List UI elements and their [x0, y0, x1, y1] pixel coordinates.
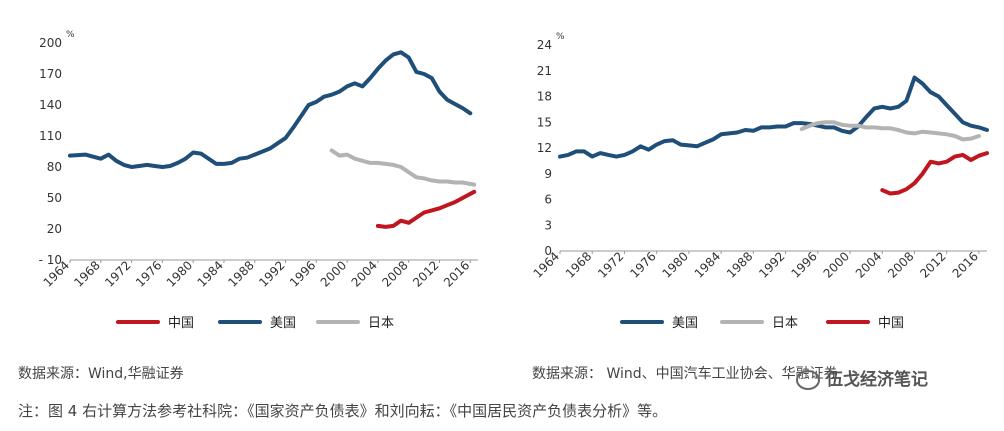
y-tick-label: 15: [537, 115, 552, 129]
x-tick-label: 2016: [441, 258, 472, 289]
source-right: 数据来源： Wind、中国汽车工业协会、华融证券: [532, 366, 838, 382]
y-tick-label: 6: [544, 193, 552, 207]
x-tick-label: 2004: [853, 249, 884, 280]
series-line-日本: [799, 120, 981, 142]
legend-label: 中国: [168, 316, 194, 331]
series-line-中国: [375, 189, 477, 229]
unit-label: %: [66, 30, 75, 40]
y-tick-label: 50: [47, 191, 62, 205]
legend-label: 美国: [672, 316, 698, 331]
x-tick-label: 1980: [660, 249, 691, 280]
x-tick-label: 1992: [756, 249, 787, 280]
x-tick-label: 2000: [821, 249, 852, 280]
y-tick-label: 140: [39, 98, 62, 112]
x-tick-label: 1988: [225, 258, 256, 289]
x-tick-label: 1968: [563, 249, 594, 280]
x-tick-label: 2016: [950, 249, 981, 280]
y-tick-label: 170: [39, 67, 62, 81]
x-tick-label: 1992: [256, 258, 287, 289]
x-tick-label: 1984: [692, 249, 723, 280]
x-tick-label: 1968: [71, 258, 102, 289]
y-tick-label: 21: [537, 64, 552, 78]
y-tick-label: 24: [537, 38, 552, 52]
y-tick-label: 110: [39, 129, 62, 143]
unit-label: %: [556, 32, 565, 42]
x-tick-label: 1996: [287, 258, 318, 289]
y-tick-label: 18: [537, 90, 552, 104]
y-tick-label: 80: [47, 160, 62, 174]
x-tick-label: 2000: [318, 258, 349, 289]
y-tick-label: - 10: [39, 253, 62, 267]
series-line-美国: [68, 50, 473, 169]
x-tick-label: 1988: [724, 249, 755, 280]
series-line-日本: [329, 148, 477, 187]
watermark: 伍戈经济笔记: [796, 365, 928, 390]
y-tick-label: 3: [544, 218, 552, 232]
x-tick-label: 2008: [379, 258, 410, 289]
x-tick-label: 1976: [133, 258, 164, 289]
series-line-美国: [558, 75, 989, 159]
y-tick-label: 12: [537, 141, 552, 155]
x-tick-label: 1964: [531, 249, 562, 280]
x-tick-label: 1984: [195, 258, 226, 289]
y-tick-label: 9: [544, 167, 552, 181]
x-tick-label: 1980: [164, 258, 195, 289]
x-tick-label: 2012: [410, 258, 441, 289]
source-left: 数据来源：Wind,华融证券: [18, 366, 184, 382]
y-tick-label: 200: [39, 36, 62, 50]
legend-label: 日本: [772, 316, 798, 331]
legend-label: 日本: [368, 316, 394, 331]
series-line-中国: [880, 151, 989, 196]
y-tick-label: 20: [47, 222, 62, 236]
x-tick-label: 1972: [102, 258, 133, 289]
watermark-text: 伍戈经济笔记: [826, 370, 928, 390]
legend-label: 美国: [270, 316, 296, 331]
x-tick-label: 2008: [885, 249, 916, 280]
legend-label: 中国: [878, 316, 904, 331]
footnote: 注：图 4 右计算方法参考社科院：《国家资产负债表》和刘向耘：《中国居民资产负债…: [18, 402, 668, 420]
x-tick-label: 1972: [595, 249, 626, 280]
x-tick-label: 2012: [917, 249, 948, 280]
x-tick-label: 2004: [349, 258, 380, 289]
x-tick-label: 1996: [788, 249, 819, 280]
x-tick-label: 1976: [627, 249, 658, 280]
wechat-icon: [796, 370, 820, 390]
y-tick-label: 0: [544, 244, 552, 258]
